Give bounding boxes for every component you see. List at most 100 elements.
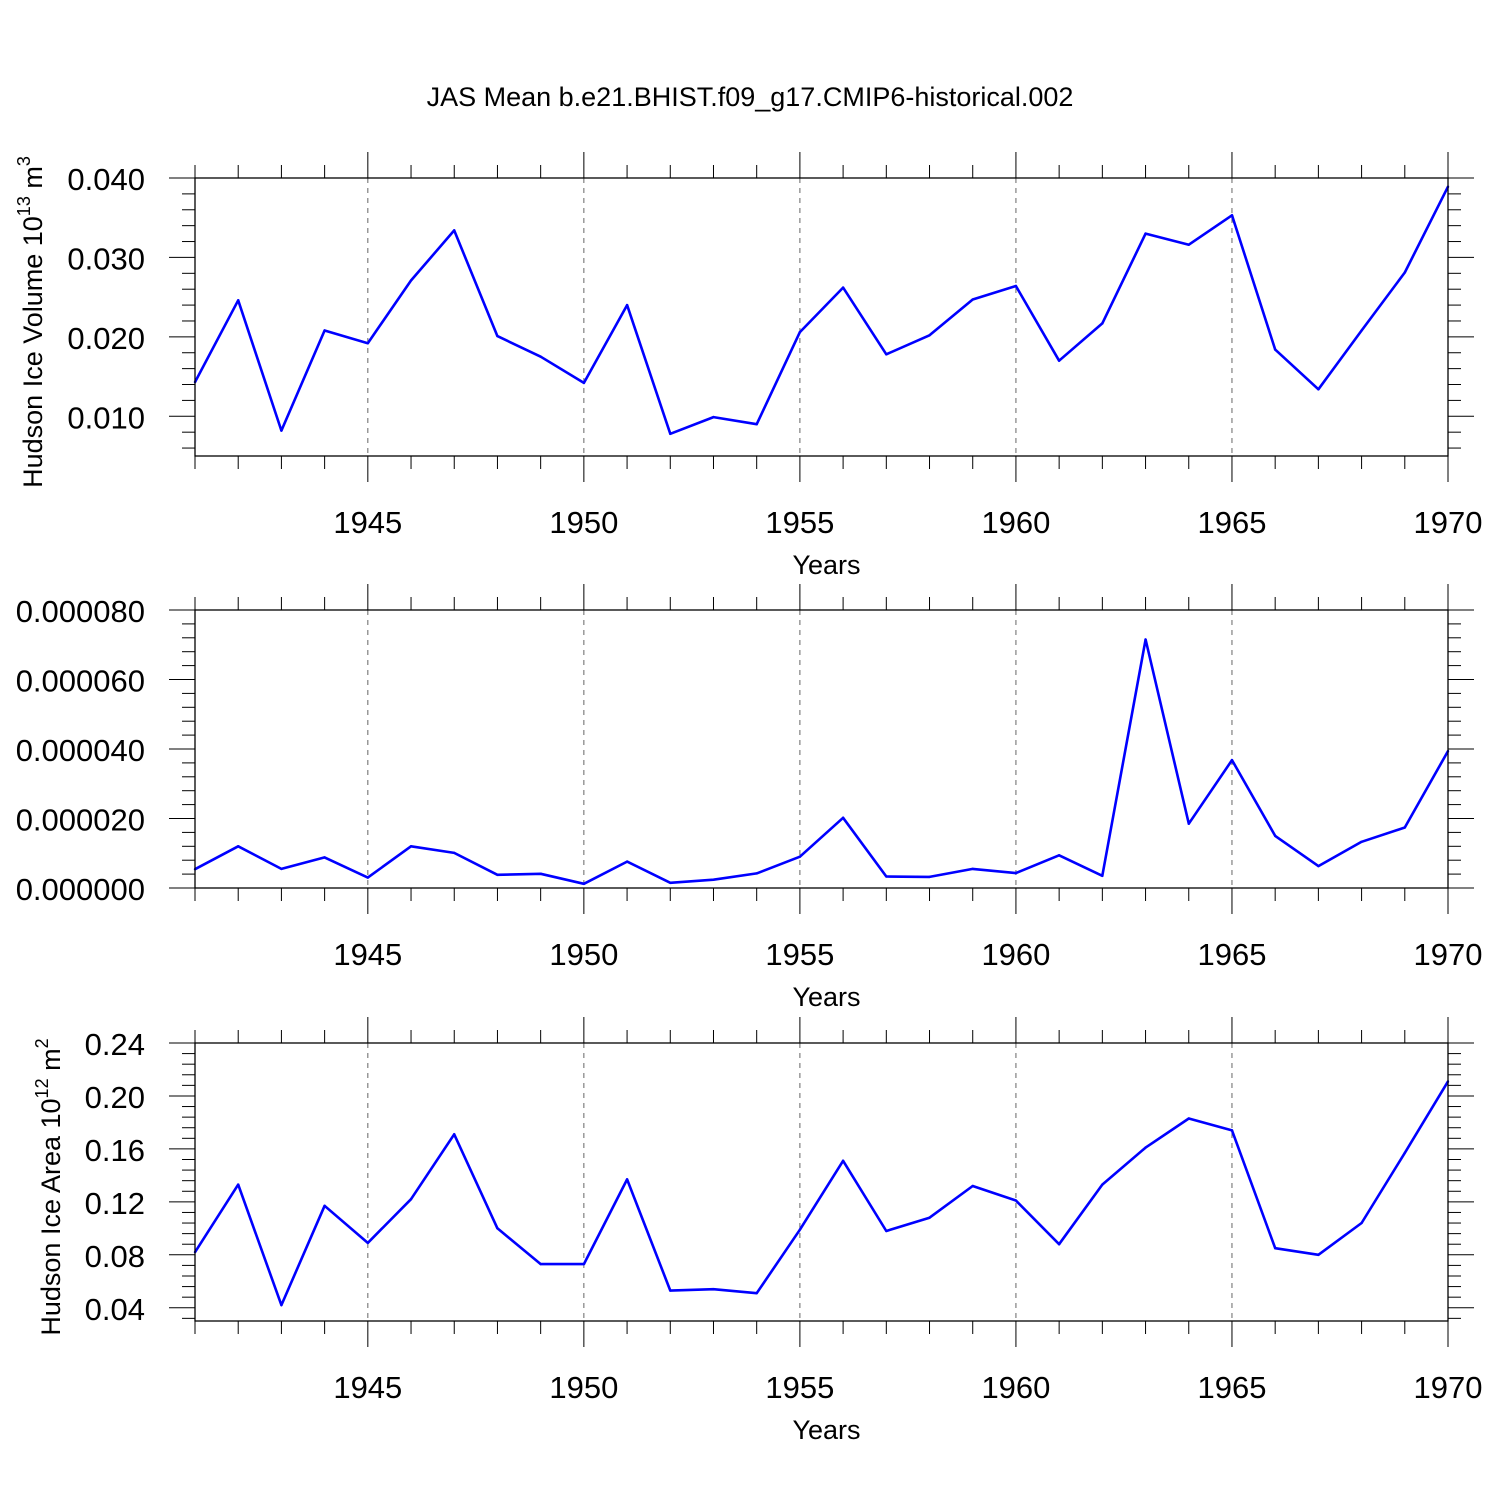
x-tick-label: 1960 (981, 937, 1050, 972)
data-point-1962 (1101, 1183, 1104, 1186)
data-point-1959 (971, 867, 974, 871)
data-point-1966 (1273, 1246, 1277, 1250)
data-point-1963 (1144, 638, 1147, 641)
x-tick-label: 1950 (549, 1370, 618, 1405)
data-point-1954 (755, 872, 758, 875)
figure-title: JAS Mean b.e21.BHIST.f09_g17.CMIP6-histo… (427, 82, 1074, 112)
data-point-1950 (582, 381, 586, 385)
data-point-1963 (1144, 232, 1147, 235)
data-point-1954 (755, 1292, 758, 1295)
y-axis-title: Hudson Ice Volume 1013 m3 (14, 156, 48, 488)
y-axis-title-part: Hudson Ice Volume 10 (18, 216, 48, 488)
data-point-1967 (1317, 864, 1320, 868)
data-point-1951 (625, 303, 629, 307)
data-point-1943 (280, 1303, 283, 1307)
data-point-1948 (496, 873, 499, 876)
y-axis-title-superscript: 12 (32, 1078, 52, 1098)
data-point-1946 (409, 845, 413, 848)
y-tick-label: 0.000040 (16, 733, 145, 768)
y-tick-label: 0.24 (85, 1027, 145, 1062)
data-point-1955 (798, 1228, 802, 1231)
data-point-1966 (1273, 834, 1277, 838)
data-point-1949 (539, 872, 542, 875)
x-tick-label: 1955 (765, 937, 834, 972)
data-point-1952 (669, 881, 672, 884)
y-tick-label: 0.12 (85, 1186, 145, 1221)
data-point-1951 (625, 860, 629, 863)
y-axis-title-superscript: 13 (14, 196, 34, 216)
data-point-1955 (798, 855, 802, 858)
data-point-1969 (1403, 271, 1406, 274)
data-point-1966 (1273, 348, 1277, 351)
data-point-1949 (539, 355, 542, 358)
data-point-1947 (453, 851, 456, 855)
data-point-1957 (885, 353, 888, 356)
y-axis-title-part: Hudson Ice Area 10 (36, 1098, 66, 1335)
y-tick-label: 0.20 (85, 1080, 145, 1115)
data-point-1942 (237, 299, 240, 302)
data-point-1961 (1057, 1243, 1061, 1246)
data-point-1965 (1230, 1129, 1234, 1132)
x-axis-title: Years (792, 550, 860, 580)
y-tick-label: 0.000020 (16, 803, 145, 838)
data-point-1962 (1101, 874, 1104, 878)
data-point-1968 (1360, 329, 1363, 332)
data-point-1965 (1230, 758, 1234, 762)
data-point-1953 (712, 415, 715, 419)
data-point-1944 (323, 329, 326, 332)
data-point-1952 (669, 432, 672, 435)
x-tick-label: 1950 (549, 505, 618, 540)
data-point-1945 (366, 342, 370, 345)
data-point-1948 (496, 1227, 499, 1230)
data-point-1965 (1230, 214, 1234, 217)
y-tick-label: 0.000060 (16, 664, 145, 699)
data-point-1968 (1360, 1221, 1363, 1225)
data-point-1955 (798, 330, 802, 334)
data-point-1956 (841, 286, 845, 289)
data-point-1947 (453, 1133, 456, 1136)
y-tick-label: 0.16 (85, 1133, 145, 1168)
data-point-1956 (841, 816, 845, 820)
series-line (194, 638, 1450, 886)
y-tick-label: 0.030 (67, 241, 145, 276)
data-point-1946 (409, 1198, 413, 1201)
panel-middle-series: 0.000000 0.000020 0.000040 0.000060 0.000080… (16, 584, 1483, 1012)
data-point-1944 (323, 856, 326, 859)
data-point-1960 (1014, 1199, 1018, 1202)
plot-frame (194, 1042, 1449, 1322)
data-point-1948 (496, 334, 499, 338)
x-axis-title: Years (792, 982, 860, 1012)
data-point-1942 (237, 1183, 240, 1186)
data-point-1961 (1057, 359, 1061, 362)
data-point-1952 (669, 1289, 672, 1292)
panel-ice-area: 0.04 0.08 0.12 0.16 0.20 0.24 1945 1950 1955 1960… (32, 1017, 1482, 1445)
y-tick-label: 0.040 (67, 162, 145, 197)
x-axis-title: Years (792, 1415, 860, 1445)
data-point-1969 (1403, 1151, 1406, 1155)
y-axis-title-superscript: 2 (32, 1038, 52, 1048)
data-point-1967 (1317, 388, 1320, 391)
y-tick-label: 0.020 (67, 321, 145, 356)
data-point-1954 (755, 423, 758, 426)
y-axis-title-part: m (36, 1048, 66, 1078)
data-point-1958 (928, 334, 931, 337)
y-tick-label: 0.000080 (16, 594, 145, 629)
data-point-1949 (539, 1262, 542, 1266)
data-point-1958 (928, 1216, 931, 1219)
x-tick-label: 1970 (1414, 1370, 1483, 1405)
plot-frame (194, 177, 1449, 457)
data-point-1962 (1101, 322, 1104, 325)
data-point-1959 (971, 1184, 974, 1188)
x-tick-label: 1955 (765, 505, 834, 540)
y-axis-title-part: m (18, 166, 48, 196)
data-point-1961 (1057, 854, 1061, 857)
data-point-1967 (1317, 1253, 1320, 1257)
x-tick-label: 1970 (1414, 937, 1483, 972)
y-axis-title: Hudson Ice Area 1012 m2 (32, 1038, 66, 1335)
y-tick-label: 0.000000 (16, 872, 145, 907)
data-point-1944 (323, 1204, 326, 1208)
data-point-1960 (1014, 284, 1018, 288)
data-point-1968 (1360, 840, 1363, 843)
y-tick-label: 0.04 (85, 1292, 145, 1327)
x-tick-label: 1965 (1197, 937, 1266, 972)
